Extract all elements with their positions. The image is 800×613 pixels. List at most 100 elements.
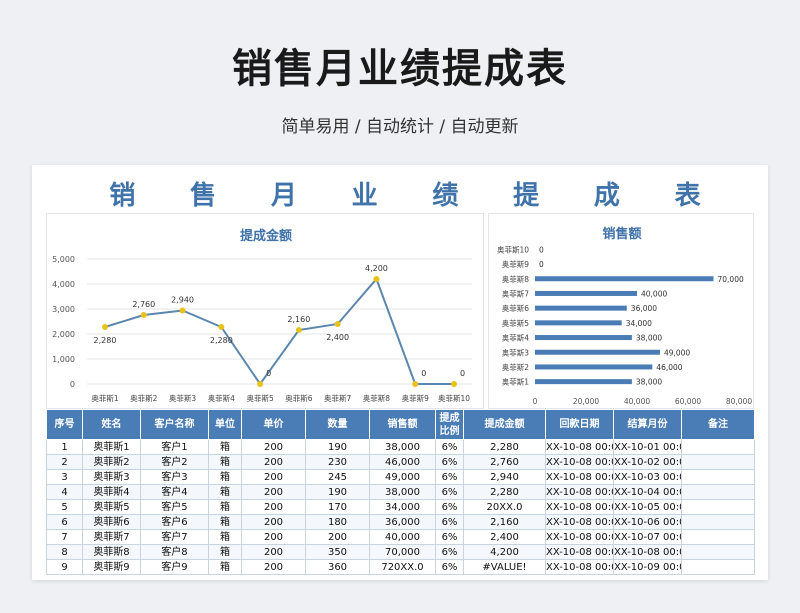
table-cell[interactable]: XX-10-06 00:00:00: [613, 514, 682, 530]
table-cell[interactable]: XX-10-04 00:00:00: [613, 484, 682, 500]
table-row[interactable]: 5 奥菲斯5 客户5 箱 200 170 34,000 6% 20XX.0 XX-10-08 00…: [46, 499, 755, 515]
column-header[interactable]: 数量: [305, 409, 370, 440]
table-cell[interactable]: XX-10-08 00:00: [545, 514, 614, 530]
table-cell[interactable]: XX-10-08 00:00: [545, 469, 614, 485]
table-cell[interactable]: 200: [241, 499, 306, 515]
table-cell[interactable]: XX-10-02 00:00:00: [613, 454, 682, 470]
table-cell[interactable]: 奥菲斯2: [82, 454, 141, 470]
table-cell[interactable]: XX-10-08 00:00: [545, 544, 614, 560]
table-cell[interactable]: 200: [241, 439, 306, 455]
table-cell[interactable]: XX-10-05 00:00:00: [613, 499, 682, 515]
table-cell[interactable]: 4: [46, 484, 83, 500]
table-cell[interactable]: 200: [305, 529, 370, 545]
table-cell[interactable]: 720XX.0: [369, 559, 436, 575]
table-cell[interactable]: 200: [241, 514, 306, 530]
table-cell[interactable]: XX-10-08 00:00: [545, 454, 614, 470]
table-row[interactable]: 8 奥菲斯8 客户8 箱 200 350 70,000 6% 4,200 XX-10-08 00:…: [46, 544, 755, 560]
table-cell[interactable]: 200: [241, 469, 306, 485]
table-cell[interactable]: 230: [305, 454, 370, 470]
table-cell[interactable]: [681, 484, 755, 500]
table-cell[interactable]: XX-10-01 00:00:00: [613, 439, 682, 455]
column-header[interactable]: 单价: [241, 409, 306, 440]
table-cell[interactable]: 180: [305, 514, 370, 530]
table-cell[interactable]: XX-10-08 00:00: [545, 529, 614, 545]
table-cell[interactable]: 2,280: [463, 439, 546, 455]
table-cell[interactable]: [681, 559, 755, 575]
column-header[interactable]: 回款日期: [545, 409, 614, 440]
table-cell[interactable]: 9: [46, 559, 83, 575]
column-header[interactable]: 姓名: [82, 409, 141, 440]
table-cell[interactable]: 20XX.0: [463, 499, 546, 515]
table-cell[interactable]: 客户2: [140, 454, 209, 470]
table-row[interactable]: 7 奥菲斯7 客户7 箱 200 200 40,000 6% 2,400 XX-10-08 00:…: [46, 529, 755, 545]
column-header[interactable]: 提成金额: [463, 409, 546, 440]
table-cell[interactable]: 箱: [208, 484, 242, 500]
table-cell[interactable]: 46,000: [369, 454, 436, 470]
table-cell[interactable]: 190: [305, 484, 370, 500]
table-cell[interactable]: [681, 439, 755, 455]
table-cell[interactable]: 245: [305, 469, 370, 485]
table-cell[interactable]: 2,160: [463, 514, 546, 530]
column-header[interactable]: 销售额: [369, 409, 436, 440]
table-cell[interactable]: 200: [241, 529, 306, 545]
table-cell[interactable]: 箱: [208, 499, 242, 515]
commission-line-chart[interactable]: 提成金额 0 1,000 2,000 3,000 4,000 5,000 2,280 奥菲斯1 2…: [46, 213, 484, 409]
table-cell[interactable]: 6%: [435, 529, 464, 545]
table-cell[interactable]: 4,200: [463, 544, 546, 560]
table-cell[interactable]: 箱: [208, 514, 242, 530]
table-cell[interactable]: 6%: [435, 484, 464, 500]
table-cell[interactable]: 6%: [435, 544, 464, 560]
table-cell[interactable]: 奥菲斯4: [82, 484, 141, 500]
table-cell[interactable]: [681, 544, 755, 560]
table-cell[interactable]: 箱: [208, 454, 242, 470]
table-cell[interactable]: 6%: [435, 454, 464, 470]
table-cell[interactable]: [681, 499, 755, 515]
table-cell[interactable]: [681, 469, 755, 485]
table-row[interactable]: 2 奥菲斯2 客户2 箱 200 230 46,000 6% 2,760 XX-10-08 00:…: [46, 454, 755, 470]
table-cell[interactable]: 350: [305, 544, 370, 560]
table-cell[interactable]: 36,000: [369, 514, 436, 530]
column-header[interactable]: 客户名称: [140, 409, 209, 440]
table-cell[interactable]: 客户7: [140, 529, 209, 545]
table-cell[interactable]: 客户4: [140, 484, 209, 500]
table-cell[interactable]: 2,400: [463, 529, 546, 545]
table-cell[interactable]: XX-10-08 00:00: [545, 439, 614, 455]
table-row[interactable]: 1 奥菲斯1 客户1 箱 200 190 38,000 6% 2,280 XX-10-08 00:…: [46, 439, 755, 455]
table-row[interactable]: 4 奥菲斯4 客户4 箱 200 190 38,000 6% 2,280 XX-10-08 00:…: [46, 484, 755, 500]
table-cell[interactable]: 38,000: [369, 439, 436, 455]
table-cell[interactable]: XX-10-08 00:00:00: [613, 544, 682, 560]
table-cell[interactable]: XX-10-08 00:00: [545, 559, 614, 575]
table-cell[interactable]: 客户8: [140, 544, 209, 560]
table-cell[interactable]: [681, 514, 755, 530]
table-cell[interactable]: 客户3: [140, 469, 209, 485]
table-cell[interactable]: 客户5: [140, 499, 209, 515]
table-cell[interactable]: 客户1: [140, 439, 209, 455]
table-cell[interactable]: XX-10-03 00:00:00: [613, 469, 682, 485]
table-cell[interactable]: 170: [305, 499, 370, 515]
table-cell[interactable]: 客户6: [140, 514, 209, 530]
table-cell[interactable]: 箱: [208, 529, 242, 545]
sales-bar-chart[interactable]: 销售额 奥菲斯10 0 奥菲斯9 0 奥菲斯8 70,000 奥菲斯7 40,000 奥菲斯6 36…: [488, 213, 754, 409]
table-cell[interactable]: 6%: [435, 499, 464, 515]
table-cell[interactable]: 8: [46, 544, 83, 560]
table-cell[interactable]: 6%: [435, 514, 464, 530]
table-cell[interactable]: 奥菲斯5: [82, 499, 141, 515]
table-cell[interactable]: 2,280: [463, 484, 546, 500]
table-cell[interactable]: 40,000: [369, 529, 436, 545]
table-cell[interactable]: 奥菲斯3: [82, 469, 141, 485]
table-cell[interactable]: 1: [46, 439, 83, 455]
table-cell[interactable]: 箱: [208, 439, 242, 455]
table-cell[interactable]: 190: [305, 439, 370, 455]
table-cell[interactable]: 70,000: [369, 544, 436, 560]
column-header[interactable]: 备注: [681, 409, 755, 440]
table-cell[interactable]: 34,000: [369, 499, 436, 515]
table-cell[interactable]: [681, 529, 755, 545]
table-cell[interactable]: 49,000: [369, 469, 436, 485]
table-cell[interactable]: 6: [46, 514, 83, 530]
table-cell[interactable]: 200: [241, 484, 306, 500]
table-cell[interactable]: 箱: [208, 559, 242, 575]
table-row[interactable]: 6 奥菲斯6 客户6 箱 200 180 36,000 6% 2,160 XX-10-08 00:…: [46, 514, 755, 530]
table-cell[interactable]: 7: [46, 529, 83, 545]
table-cell[interactable]: 5: [46, 499, 83, 515]
table-cell[interactable]: 200: [241, 559, 306, 575]
